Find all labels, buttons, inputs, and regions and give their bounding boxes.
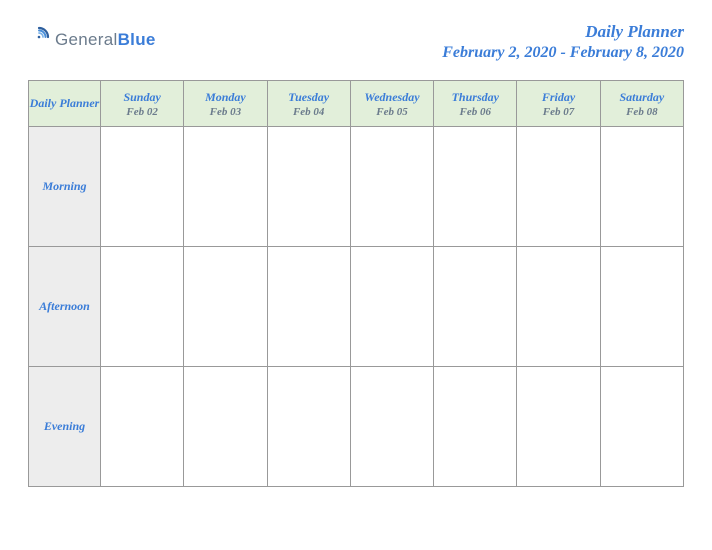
day-head-wednesday: Wednesday Feb 05 [350, 81, 433, 127]
title-block: Daily Planner February 2, 2020 - Februar… [442, 22, 684, 62]
day-date: Feb 06 [436, 106, 514, 118]
day-name: Saturday [603, 90, 681, 105]
day-name: Monday [186, 90, 264, 105]
day-date: Feb 02 [103, 106, 181, 118]
slot [184, 247, 267, 367]
slot [350, 127, 433, 247]
slot [184, 367, 267, 487]
day-head-tuesday: Tuesday Feb 04 [267, 81, 350, 127]
logo-text: GeneralBlue [55, 30, 156, 50]
logo: GeneralBlue [28, 22, 156, 53]
period-label-afternoon: Afternoon [29, 247, 101, 367]
slot [434, 127, 517, 247]
logo-word-general: General [55, 30, 118, 49]
period-label-morning: Morning [29, 127, 101, 247]
slot [434, 247, 517, 367]
slot [517, 247, 600, 367]
slot [184, 127, 267, 247]
slot [350, 247, 433, 367]
slot [101, 367, 184, 487]
slot [600, 247, 683, 367]
slot [101, 247, 184, 367]
period-label-evening: Evening [29, 367, 101, 487]
slot [267, 367, 350, 487]
slot [600, 127, 683, 247]
row-morning: Morning [29, 127, 684, 247]
header-row: GeneralBlue Daily Planner February 2, 20… [28, 22, 684, 62]
logo-swirl-icon [28, 26, 50, 53]
day-head-sunday: Sunday Feb 02 [101, 81, 184, 127]
day-head-saturday: Saturday Feb 08 [600, 81, 683, 127]
day-date: Feb 04 [270, 106, 348, 118]
day-date: Feb 03 [186, 106, 264, 118]
page-title: Daily Planner [442, 22, 684, 42]
day-name: Friday [519, 90, 597, 105]
day-name: Tuesday [270, 90, 348, 105]
day-name: Sunday [103, 90, 181, 105]
day-head-thursday: Thursday Feb 06 [434, 81, 517, 127]
slot [434, 367, 517, 487]
day-name: Thursday [436, 90, 514, 105]
day-head-friday: Friday Feb 07 [517, 81, 600, 127]
day-name: Wednesday [353, 90, 431, 105]
day-date: Feb 05 [353, 106, 431, 118]
logo-word-blue: Blue [118, 30, 156, 49]
slot [600, 367, 683, 487]
day-head-monday: Monday Feb 03 [184, 81, 267, 127]
date-range: February 2, 2020 - February 8, 2020 [442, 44, 684, 62]
slot [101, 127, 184, 247]
day-date: Feb 08 [603, 106, 681, 118]
planner-table: Daily Planner Sunday Feb 02 Monday Feb 0… [28, 80, 684, 487]
slot [267, 247, 350, 367]
slot [517, 367, 600, 487]
slot [267, 127, 350, 247]
slot [350, 367, 433, 487]
slot [517, 127, 600, 247]
corner-label: Daily Planner [30, 96, 100, 110]
day-date: Feb 07 [519, 106, 597, 118]
row-evening: Evening [29, 367, 684, 487]
row-afternoon: Afternoon [29, 247, 684, 367]
corner-cell: Daily Planner [29, 81, 101, 127]
header-row-days: Daily Planner Sunday Feb 02 Monday Feb 0… [29, 81, 684, 127]
